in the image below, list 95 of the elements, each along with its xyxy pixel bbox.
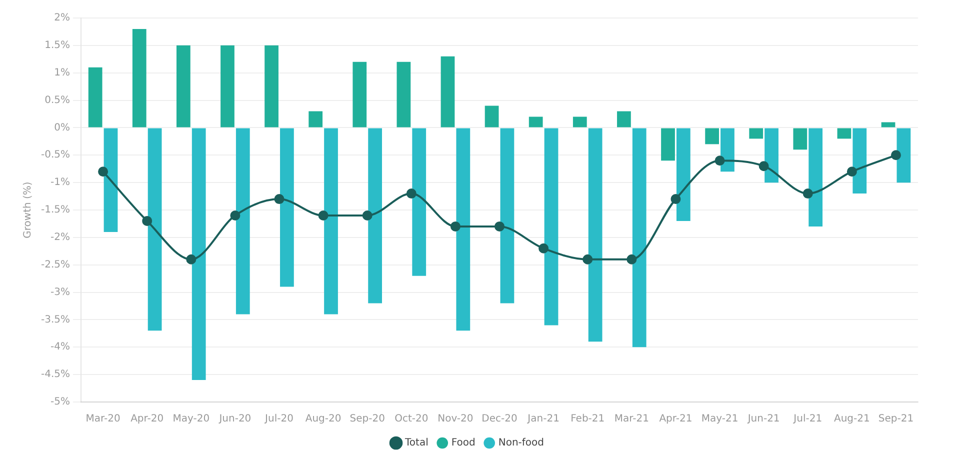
bar: [148, 128, 162, 331]
x-tick-label: Aug-20: [305, 414, 342, 425]
y-tick-label: -0.5%: [41, 150, 70, 161]
bar: [440, 56, 455, 128]
bar: [528, 116, 543, 128]
y-tick-label: -2.5%: [41, 259, 70, 270]
point: [230, 210, 240, 220]
bar: [720, 128, 734, 172]
y-tick-label: -4.5%: [41, 369, 70, 380]
bar: [837, 128, 852, 139]
bar: [705, 128, 719, 144]
y-tick-label: -3.5%: [41, 314, 70, 326]
point: [538, 243, 549, 254]
bar: [881, 122, 896, 128]
bar: [396, 62, 411, 128]
bar: [236, 128, 250, 314]
point: [494, 221, 505, 232]
bar: [852, 128, 867, 194]
bar: [192, 128, 206, 380]
point: [626, 254, 637, 264]
x-tick-label: Apr-20: [130, 414, 164, 425]
point: [670, 194, 681, 204]
x-tick-label: Jul-21: [792, 414, 822, 425]
bar: [572, 116, 587, 128]
y-tick-label: 1%: [54, 67, 70, 78]
point: [758, 161, 769, 172]
bar: [88, 67, 102, 128]
x-tick-label: Jan-21: [526, 414, 560, 425]
y-tick-label: -2%: [50, 232, 70, 244]
legend-label: Total: [404, 438, 428, 449]
y-tick-label: 0%: [54, 122, 70, 134]
bar: [264, 45, 278, 128]
bar: [412, 128, 426, 276]
x-tick-label: May-20: [172, 414, 210, 425]
y-tick-label: 0.5%: [44, 94, 70, 106]
bar: [793, 128, 808, 150]
x-tick-label: Jun-21: [746, 414, 780, 425]
point: [274, 194, 284, 204]
y-tick-label: -1%: [50, 177, 70, 188]
bar: [352, 62, 367, 128]
bar: [500, 128, 514, 304]
point: [450, 221, 460, 232]
point: [714, 156, 725, 166]
y-tick-label: 1.5%: [44, 40, 70, 52]
bar: [104, 128, 118, 232]
bar: [661, 128, 675, 161]
bar: [808, 128, 823, 226]
point: [846, 166, 857, 177]
bar: [676, 128, 690, 221]
bar: [764, 128, 778, 183]
bar: [220, 45, 234, 128]
y-tick-label: -4%: [50, 342, 70, 353]
bar: [632, 128, 646, 348]
x-tick-label: Dec-20: [482, 414, 518, 425]
x-tick-label: Jul-20: [264, 414, 294, 425]
x-tick-label: May-21: [701, 414, 738, 425]
point: [362, 210, 372, 220]
bar: [280, 128, 294, 287]
x-tick-label: Mar-21: [614, 414, 649, 425]
bar: [749, 128, 764, 139]
point: [186, 254, 196, 264]
y-tick-label: -1.5%: [41, 204, 70, 216]
bar: [484, 106, 499, 128]
bar: [324, 128, 338, 314]
legend-label: Non-food: [498, 438, 544, 449]
y-tick-label: -5%: [50, 396, 70, 408]
point: [890, 150, 901, 160]
x-tick-label: Apr-21: [659, 414, 692, 425]
y-tick-label: -3%: [50, 286, 70, 298]
x-tick-label: Mar-20: [86, 414, 120, 425]
legend-label: Food: [451, 438, 476, 449]
x-tick-label: Aug-21: [834, 414, 870, 425]
bar: [456, 128, 470, 331]
x-tick-label: Sep-21: [878, 414, 914, 425]
y-axis-title: Growth (%): [22, 182, 34, 238]
bar: [132, 28, 146, 128]
bar: [544, 128, 558, 326]
bar: [308, 111, 323, 128]
x-tick-label: Nov-20: [438, 414, 474, 425]
point: [582, 254, 593, 264]
point: [142, 216, 152, 226]
point: [802, 188, 813, 199]
x-tick-label: Jun-20: [218, 414, 252, 425]
bar: [617, 111, 631, 128]
bar: [588, 128, 602, 342]
bar: [176, 45, 190, 128]
point: [318, 210, 328, 220]
x-tick-label: Sep-20: [350, 414, 385, 425]
point: [98, 166, 108, 177]
y-tick-label: 2%: [54, 12, 70, 24]
bar: [368, 128, 382, 304]
point: [406, 188, 416, 199]
x-tick-label: Oct-20: [394, 414, 428, 425]
bar: [896, 128, 911, 183]
x-tick-label: Feb-21: [570, 414, 605, 425]
